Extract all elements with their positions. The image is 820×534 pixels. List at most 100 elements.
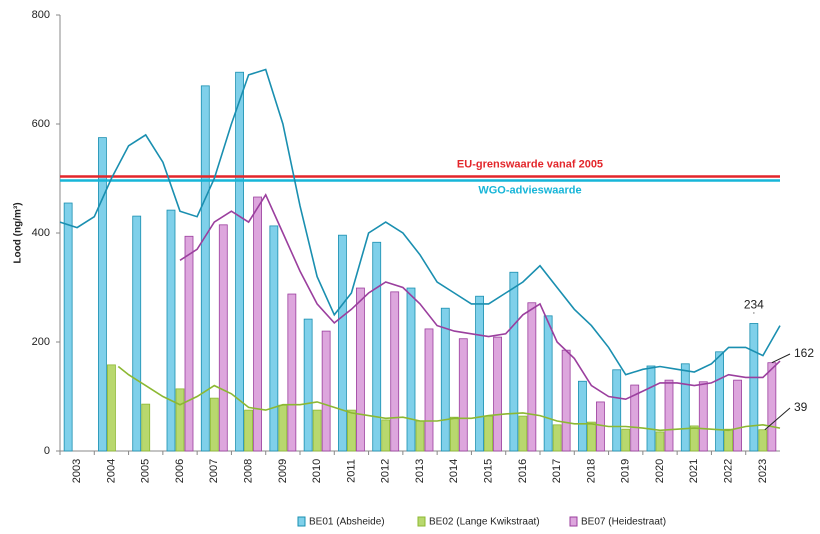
x-tick-label: 2007 <box>208 459 220 483</box>
y-tick-label: 0 <box>44 445 50 457</box>
bar <box>698 381 708 452</box>
bar <box>527 302 537 452</box>
bar <box>253 196 262 452</box>
bar <box>655 431 665 452</box>
x-tick-label: 2018 <box>585 459 597 483</box>
bar <box>646 365 656 452</box>
bar <box>390 291 400 452</box>
label-leader <box>771 353 791 364</box>
bar <box>63 202 73 452</box>
x-tick-label: 2005 <box>140 459 152 483</box>
bar <box>235 71 244 452</box>
bar <box>381 419 391 452</box>
bar <box>338 234 347 452</box>
bar <box>440 307 450 452</box>
bar <box>612 369 622 452</box>
bar <box>587 421 596 452</box>
bar <box>552 424 562 452</box>
bar <box>321 330 331 452</box>
bar <box>415 420 425 452</box>
bar <box>561 349 571 452</box>
bar <box>767 362 777 452</box>
bar <box>509 271 519 452</box>
x-tick-label: 2023 <box>757 459 769 483</box>
y-tick-label: 800 <box>32 9 50 21</box>
bar <box>200 85 210 452</box>
bar <box>680 363 690 452</box>
data-label: 39 <box>794 400 808 414</box>
x-tick-label: 2014 <box>448 459 460 483</box>
x-tick-label: 2012 <box>380 459 392 483</box>
y-tick-label: 400 <box>32 227 50 239</box>
bar <box>621 428 631 452</box>
x-tick-label: 2013 <box>414 459 426 483</box>
bar <box>372 241 382 452</box>
data-label: 162 <box>794 346 814 360</box>
y-tick-label: 200 <box>32 336 50 348</box>
x-tick-label: 2010 <box>311 459 323 483</box>
bar <box>578 380 587 452</box>
legend-label: BE01 (Absheide) <box>309 517 385 528</box>
bar <box>166 209 176 452</box>
bar <box>518 415 528 452</box>
bar <box>132 215 142 452</box>
bar <box>347 409 356 452</box>
legend-label: BE07 (Heidestraat) <box>581 517 666 528</box>
bar <box>493 336 502 452</box>
trend-line <box>59 68 781 376</box>
legend-swatch <box>569 516 578 527</box>
x-tick-label: 2004 <box>105 459 117 483</box>
label-leader <box>764 407 791 431</box>
x-tick-label: 2022 <box>722 459 734 483</box>
bar <box>244 409 253 452</box>
bar <box>184 235 194 452</box>
bar <box>689 425 699 452</box>
legend-swatch <box>297 516 306 527</box>
bar <box>287 293 297 452</box>
x-tick-label: 2006 <box>174 459 186 483</box>
bar <box>715 351 724 452</box>
bar <box>543 315 553 452</box>
x-tick-label: 2021 <box>688 459 700 483</box>
bar <box>724 428 733 452</box>
bar <box>664 379 674 452</box>
reference-label: WGO-advieswaarde <box>478 184 581 196</box>
bar <box>449 416 459 452</box>
y-tick-label: 600 <box>32 118 50 130</box>
bar <box>475 295 484 452</box>
bar <box>303 318 313 452</box>
bar <box>758 429 768 452</box>
bar <box>630 384 640 452</box>
data-label: 234 <box>744 298 764 312</box>
bar <box>141 403 151 452</box>
bar <box>356 287 365 452</box>
x-tick-label: 2015 <box>482 459 494 483</box>
x-tick-label: 2019 <box>620 459 632 483</box>
legend-label: BE02 (Lange Kwikstraat) <box>429 517 540 528</box>
x-tick-label: 2003 <box>71 459 83 483</box>
bar <box>218 224 228 452</box>
x-tick-label: 2017 <box>551 459 563 483</box>
x-tick-label: 2016 <box>517 459 529 483</box>
bar <box>749 323 759 452</box>
bar <box>424 328 434 452</box>
bar <box>406 287 416 452</box>
reference-label: EU-grenswaarde vanaf 2005 <box>457 158 603 170</box>
legend-swatch <box>417 516 426 527</box>
bar <box>107 364 116 452</box>
bar <box>484 415 493 452</box>
bar <box>209 397 219 452</box>
bar <box>596 401 605 452</box>
bar <box>278 404 288 452</box>
trend-line <box>117 365 781 432</box>
bar <box>733 379 742 452</box>
x-tick-label: 2008 <box>242 459 254 483</box>
bar <box>98 137 107 452</box>
x-tick-label: 2009 <box>277 459 289 483</box>
bar <box>312 409 322 452</box>
x-tick-label: 2011 <box>345 459 357 483</box>
bar <box>269 225 279 452</box>
bar <box>175 388 185 452</box>
y-axis-label: Lood (ng/m³) <box>13 202 24 263</box>
